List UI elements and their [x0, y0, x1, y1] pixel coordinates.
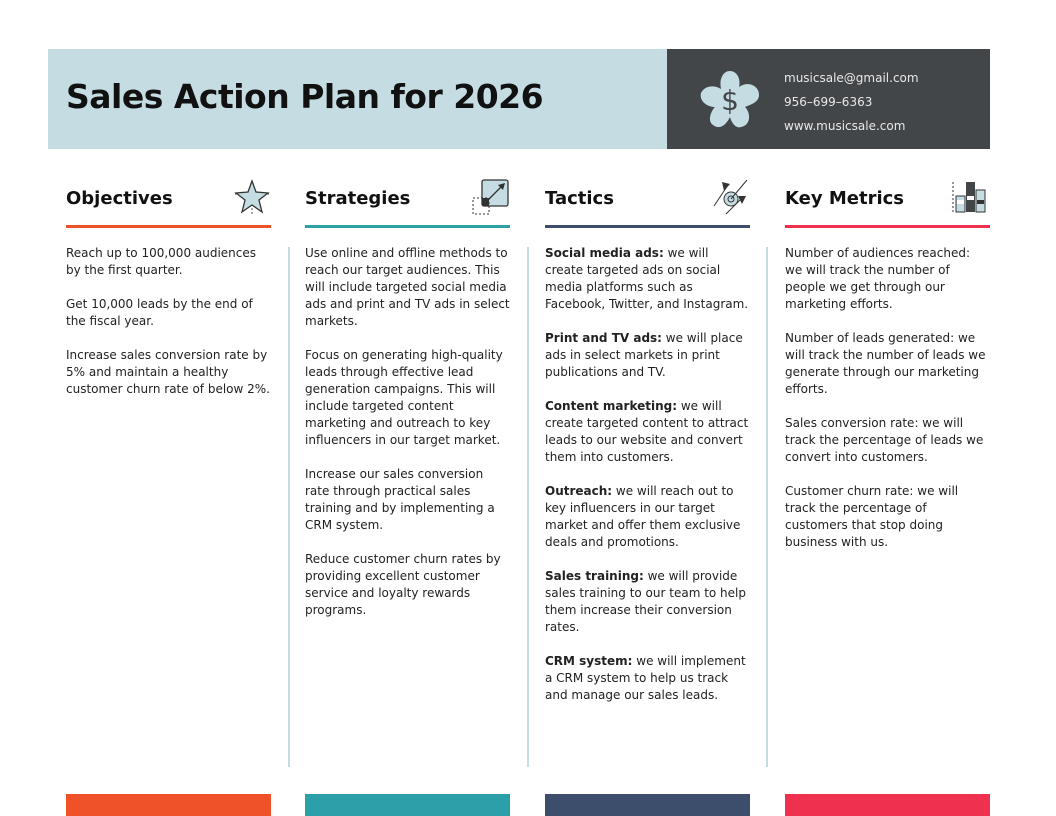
list-item: Number of audiences reached: we will tra…: [785, 245, 990, 313]
bar-chart-icon: [952, 178, 990, 216]
column-title: Objectives: [66, 188, 173, 209]
column-body: Social media ads: we will create targete…: [545, 245, 750, 704]
list-item: Content marketing: we will create target…: [545, 398, 750, 466]
item-label: CRM system:: [545, 654, 633, 668]
column-body: Use online and offline methods to reach …: [305, 245, 510, 619]
item-label: Outreach:: [545, 484, 613, 498]
item-text: Number of leads generated: we will track…: [785, 331, 986, 396]
footer-bar-objectives: [66, 794, 271, 816]
footer-bar-strategies: [305, 794, 510, 816]
item-text: we will implement a CRM system to help u…: [545, 654, 746, 702]
list-item: Sales conversion rate: we will track the…: [785, 415, 990, 466]
item-label: Social media ads:: [545, 246, 664, 260]
resize-arrow-icon: [472, 178, 510, 216]
dollar-flower-icon: $: [700, 71, 759, 128]
column-divider: [288, 247, 290, 767]
column-header: Objectives: [66, 176, 271, 228]
footer-bar-tactics: [545, 794, 750, 816]
column-divider: [527, 247, 529, 767]
list-item: CRM system: we will implement a CRM syst…: [545, 653, 750, 704]
contact-phone[interactable]: 956–699–6363: [784, 95, 873, 109]
item-text: we will provide sales training to our te…: [545, 569, 746, 634]
contact-email[interactable]: musicsale@gmail.com: [784, 71, 919, 85]
contact-website[interactable]: www.musicsale.com: [784, 119, 906, 133]
item-text: Increase sales conversion rate by 5% and…: [66, 348, 270, 396]
list-item: Outreach: we will reach out to key influ…: [545, 483, 750, 551]
list-item: Increase our sales conversion rate throu…: [305, 466, 510, 534]
column-objectives: Objectives Reach up to 100,000 audiences…: [66, 176, 271, 415]
svg-text:$: $: [721, 84, 739, 117]
column-strategies: Strategies Use online and offline method…: [305, 176, 510, 636]
item-label: Print and TV ads:: [545, 331, 662, 345]
list-item: Reach up to 100,000 audiences by the fir…: [66, 245, 271, 279]
item-text: Sales conversion rate: we will track the…: [785, 416, 984, 464]
item-text: we will reach out to key influencers in …: [545, 484, 741, 549]
column-header: Key Metrics: [785, 176, 990, 228]
column-title: Tactics: [545, 188, 614, 209]
column-header: Tactics: [545, 176, 750, 228]
item-text: Focus on generating high-quality leads t…: [305, 348, 503, 447]
item-text: Number of audiences reached: we will tra…: [785, 246, 970, 311]
column-title: Key Metrics: [785, 188, 904, 209]
item-text: Reduce customer churn rates by providing…: [305, 552, 501, 617]
column-body: Reach up to 100,000 audiences by the fir…: [66, 245, 271, 398]
list-item: Number of leads generated: we will track…: [785, 330, 990, 398]
list-item: Use online and offline methods to reach …: [305, 245, 510, 330]
column-tactics: Tactics Social media ads: we will create…: [545, 176, 750, 721]
item-text: Customer churn rate: we will track the p…: [785, 484, 959, 549]
list-item: Focus on generating high-quality leads t…: [305, 347, 510, 449]
item-text: we will place ads in select markets in p…: [545, 331, 743, 379]
footer-bar-metrics: [785, 794, 990, 816]
item-label: Content marketing:: [545, 399, 678, 413]
column-title: Strategies: [305, 188, 411, 209]
column-divider: [766, 247, 768, 767]
column-metrics: Key Metrics Number of audiences reached:…: [785, 176, 990, 568]
list-item: Social media ads: we will create targete…: [545, 245, 750, 313]
list-item: Print and TV ads: we will place ads in s…: [545, 330, 750, 381]
header-title-panel: Sales Action Plan for 2026: [48, 49, 667, 149]
list-item: Customer churn rate: we will track the p…: [785, 483, 990, 551]
list-item: Reduce customer churn rates by providing…: [305, 551, 510, 619]
item-text: we will create targeted ads on social me…: [545, 246, 749, 311]
item-text: Increase our sales conversion rate throu…: [305, 467, 495, 532]
list-item: Get 10,000 leads by the end of the fisca…: [66, 296, 271, 330]
target-arrows-icon: [712, 178, 750, 216]
list-item: Sales training: we will provide sales tr…: [545, 568, 750, 636]
star-icon: [233, 178, 271, 216]
page-title: Sales Action Plan for 2026: [66, 77, 544, 116]
column-header: Strategies: [305, 176, 510, 228]
column-body: Number of audiences reached: we will tra…: [785, 245, 990, 551]
list-item: Increase sales conversion rate by 5% and…: [66, 347, 271, 398]
header-contact-panel: $ musicsale@gmail.com 956–699–6363 www.m…: [667, 49, 990, 149]
item-text: Get 10,000 leads by the end of the fisca…: [66, 297, 253, 328]
item-text: Use online and offline methods to reach …: [305, 246, 510, 328]
item-text: Reach up to 100,000 audiences by the fir…: [66, 246, 257, 277]
item-text: we will create targeted content to attra…: [545, 399, 749, 464]
item-label: Sales training:: [545, 569, 644, 583]
